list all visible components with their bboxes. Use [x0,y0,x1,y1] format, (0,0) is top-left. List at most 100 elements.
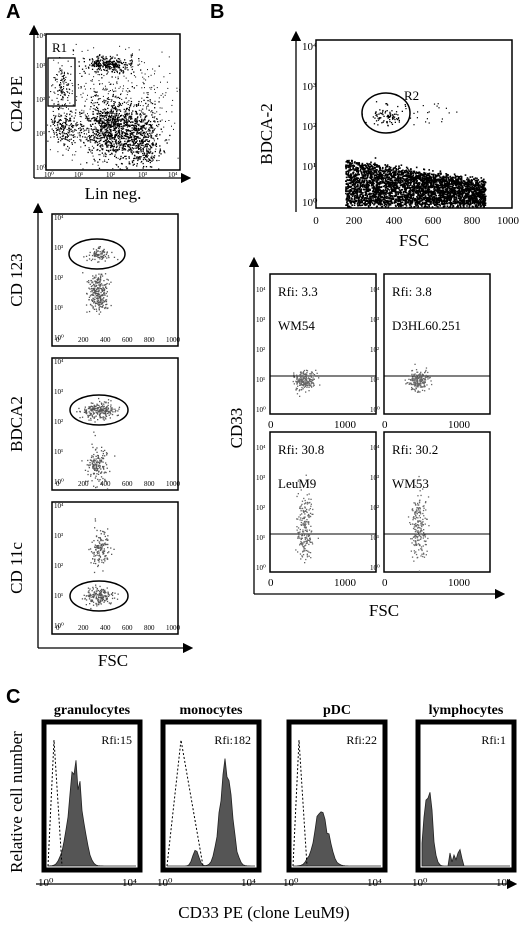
scatter-point [100,538,102,540]
scatter-point [147,130,149,132]
scatter-point [86,311,88,313]
scatter-point [110,57,112,59]
scatter-point [106,124,108,126]
scatter-point [107,112,109,114]
scatter-point [109,122,111,124]
scatter-point [91,406,93,408]
scatter-point [410,170,412,173]
x-tick: 600 [122,624,133,632]
scatter-point [399,174,402,176]
scatter-point [123,121,125,123]
scatter-point [118,73,121,75]
scatter-point [141,72,143,74]
scatter-point [112,141,113,143]
scatter-point [125,134,127,136]
scatter-point [89,462,91,464]
scatter-point [114,150,116,152]
scatter-point [140,128,143,130]
scatter-point [370,206,373,209]
scatter-point [131,59,133,61]
scatter-point [117,258,119,261]
scatter-point [104,136,106,138]
scatter-point [69,89,71,91]
scatter-point [376,169,378,171]
scatter-point [135,113,137,115]
scatter-point [91,600,94,602]
scatter-point [130,64,132,67]
scatter-point [96,106,98,108]
scatter-point [98,404,100,407]
y-tick: 10⁰ [54,622,64,630]
scatter-point [154,150,156,153]
scatter-point [146,148,148,150]
scatter-point [101,122,104,124]
scatter-point [99,596,101,599]
scatter-point [122,152,124,154]
scatter-point [107,595,110,597]
scatter-point [111,62,113,65]
scatter-point [90,118,93,120]
scatter-point [174,122,176,124]
y-axis-title: CD4 PE [7,76,26,132]
scatter-point [462,204,464,207]
scatter-point [145,131,147,133]
scatter-point [105,410,107,412]
scatter-point [105,595,107,598]
scatter-point [107,126,109,128]
scatter-point [115,63,118,65]
scatter-point [109,603,112,605]
scatter-point [59,89,61,91]
scatter-point [113,120,115,122]
scatter-point [119,123,121,125]
scatter-point [123,149,125,151]
scatter-point [135,129,137,132]
scatter-point [82,136,84,138]
scatter-point [131,118,133,120]
y-tick: 10³ [54,388,63,396]
scatter-point [147,103,149,105]
scatter-point [103,412,105,415]
scatter-point [406,194,409,196]
scatter-point [131,121,133,123]
gate-ellipse [69,580,129,612]
scatter-point [97,302,99,304]
scatter-point [349,200,352,202]
scatter-point [391,169,393,172]
scatter-point [67,84,69,86]
scatter-point [100,256,103,258]
scatter-point [447,196,450,199]
scatter-point [111,144,113,146]
scatter-point [140,131,142,133]
y-tick: 10⁰ [54,478,64,486]
scatter-point [389,186,392,188]
scatter-point [96,116,99,118]
scatter-point [61,65,63,67]
scatter-point [71,111,73,113]
scatter-point [69,118,71,120]
scatter-point [87,94,88,96]
scatter-point [113,127,115,129]
scatter-point [101,120,103,122]
scatter-point [99,300,101,303]
scatter-point [129,140,131,142]
scatter-point [149,100,151,102]
scatter-point [89,594,91,596]
scatter-point [389,198,391,200]
scatter-point [87,473,89,476]
scatter-point [158,160,160,161]
scatter-point [388,166,391,168]
scatter-point [121,118,123,120]
scatter-point [108,412,110,414]
scatter-point [122,148,124,150]
scatter-point [93,117,95,119]
scatter-point [57,107,59,109]
scatter-point [91,79,93,81]
scatter-point [145,135,147,137]
scatter-point [92,65,94,67]
scatter-point [88,299,90,301]
scatter-point [112,148,114,150]
scatter-point [94,298,96,300]
scatter-point [103,256,105,259]
scatter-point [373,203,375,206]
scatter-point [166,139,168,141]
